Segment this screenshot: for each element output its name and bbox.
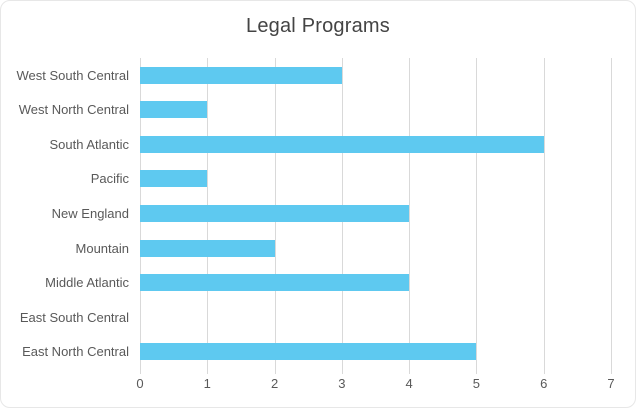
bar-pacific [140, 170, 208, 188]
category-label-pacific: Pacific [90, 171, 129, 187]
bar-row [140, 300, 611, 335]
value-axis: 0 1 2 3 4 5 6 7 [136, 376, 615, 394]
bar-west-south-central [140, 66, 342, 84]
x-tick-label-2: 2 [270, 376, 279, 391]
category-axis: West South Central West North Central Sout… [1, 58, 129, 369]
gridline-4 [409, 58, 411, 374]
x-tick-label-4: 4 [405, 376, 413, 391]
category-label-new-england: New England [51, 206, 129, 222]
chart-title: Legal Programs [246, 15, 390, 37]
x-tick-label-7: 7 [607, 376, 615, 391]
x-tick-label-5: 5 [472, 376, 481, 391]
category-label-south-atlantic: South Atlantic [49, 136, 130, 152]
bar-row [140, 265, 611, 300]
bar-south-atlantic [140, 135, 544, 153]
category-label-middle-atlantic: Middle Atlantic [45, 275, 129, 291]
x-tick-label-1: 1 [203, 376, 211, 391]
bar-rows [140, 58, 611, 369]
bar-mountain [140, 239, 275, 257]
category-label-east-north-central: East North Central [22, 344, 129, 360]
bar-row [140, 58, 611, 93]
bar-west-north-central [140, 101, 208, 119]
bar-row [140, 335, 611, 370]
gridline-7 [611, 58, 612, 374]
bar-row [140, 231, 611, 266]
bar-row [140, 196, 611, 231]
category-label-west-north-central: West North Central [18, 102, 129, 118]
plot-area [140, 58, 612, 374]
x-tick-label-0: 0 [136, 376, 144, 391]
bar-row [140, 93, 611, 128]
category-label-west-south-central: West South Central [16, 67, 129, 83]
bar-east-north-central [140, 343, 477, 361]
x-tick-label-6: 6 [540, 376, 548, 391]
gridline-5 [476, 58, 478, 374]
bar-row [140, 127, 611, 162]
category-label-east-south-central: East South Central [19, 309, 129, 325]
bar-middle-atlantic [140, 274, 410, 292]
gridline-6 [543, 58, 545, 374]
bar-row [140, 162, 611, 197]
category-label-mountain: Mountain [75, 240, 129, 256]
bar-new-england [140, 205, 410, 223]
x-tick-label-3: 3 [338, 376, 346, 391]
